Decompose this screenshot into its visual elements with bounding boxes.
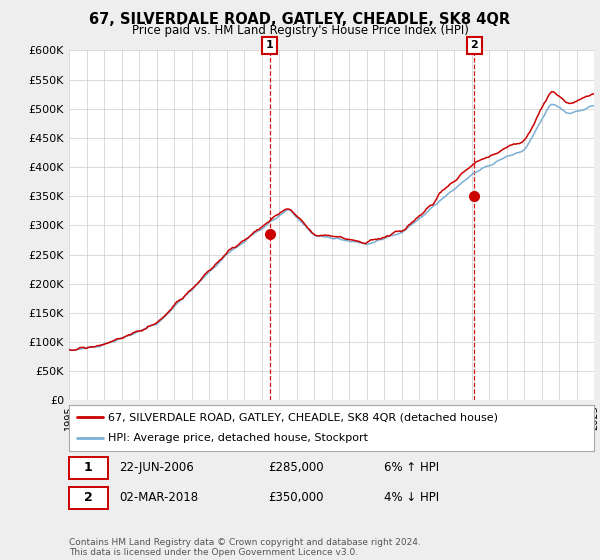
Text: 67, SILVERDALE ROAD, GATLEY, CHEADLE, SK8 4QR: 67, SILVERDALE ROAD, GATLEY, CHEADLE, SK… xyxy=(89,12,511,27)
Text: £285,000: £285,000 xyxy=(269,461,324,474)
Text: 2: 2 xyxy=(470,40,478,50)
Text: Contains HM Land Registry data © Crown copyright and database right 2024.
This d: Contains HM Land Registry data © Crown c… xyxy=(69,538,421,557)
Text: 02-MAR-2018: 02-MAR-2018 xyxy=(119,491,198,505)
FancyBboxPatch shape xyxy=(69,456,109,479)
Text: £350,000: £350,000 xyxy=(269,491,324,505)
Text: 1: 1 xyxy=(266,40,274,50)
Text: HPI: Average price, detached house, Stockport: HPI: Average price, detached house, Stoc… xyxy=(109,433,368,444)
Text: 2: 2 xyxy=(84,491,93,505)
Text: 22-JUN-2006: 22-JUN-2006 xyxy=(119,461,194,474)
Text: 67, SILVERDALE ROAD, GATLEY, CHEADLE, SK8 4QR (detached house): 67, SILVERDALE ROAD, GATLEY, CHEADLE, SK… xyxy=(109,412,499,422)
Text: 4% ↓ HPI: 4% ↓ HPI xyxy=(384,491,439,505)
Text: Price paid vs. HM Land Registry's House Price Index (HPI): Price paid vs. HM Land Registry's House … xyxy=(131,24,469,36)
Text: 6% ↑ HPI: 6% ↑ HPI xyxy=(384,461,439,474)
Text: 1: 1 xyxy=(84,461,93,474)
FancyBboxPatch shape xyxy=(69,487,109,509)
